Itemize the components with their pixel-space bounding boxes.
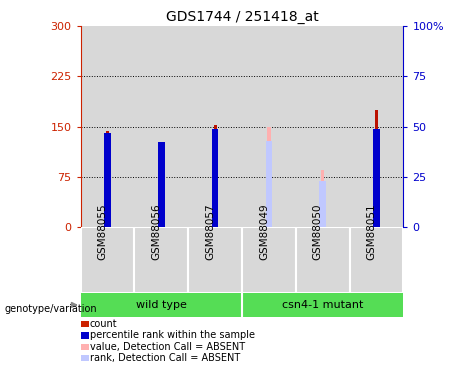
Text: GSM88049: GSM88049	[259, 204, 269, 260]
Bar	[81, 26, 135, 227]
FancyBboxPatch shape	[188, 227, 242, 292]
Bar	[242, 26, 296, 227]
Bar	[373, 129, 380, 227]
Bar	[296, 26, 349, 227]
FancyBboxPatch shape	[296, 227, 349, 292]
Text: rank, Detection Call = ABSENT: rank, Detection Call = ABSENT	[90, 353, 240, 363]
Bar	[375, 110, 378, 227]
Bar	[321, 170, 324, 227]
Text: GSM88056: GSM88056	[151, 204, 161, 260]
Text: csn4-1 mutant: csn4-1 mutant	[282, 300, 363, 310]
FancyBboxPatch shape	[81, 227, 135, 292]
FancyBboxPatch shape	[242, 227, 296, 292]
Bar	[349, 26, 403, 227]
Bar	[266, 141, 272, 227]
Text: percentile rank within the sample: percentile rank within the sample	[90, 330, 255, 340]
FancyBboxPatch shape	[81, 292, 403, 317]
Text: count: count	[90, 319, 118, 329]
Bar	[213, 124, 217, 227]
Bar	[319, 182, 326, 227]
Text: wild type: wild type	[136, 300, 187, 310]
Text: GSM88055: GSM88055	[98, 204, 107, 260]
Bar	[267, 127, 271, 227]
Text: genotype/variation: genotype/variation	[5, 304, 97, 313]
Text: GSM88057: GSM88057	[205, 204, 215, 260]
Bar	[188, 26, 242, 227]
Text: GSM88050: GSM88050	[313, 204, 323, 260]
Bar	[135, 26, 188, 227]
Bar	[212, 129, 219, 227]
Bar	[160, 147, 163, 227]
Bar	[106, 131, 109, 227]
Bar	[104, 133, 111, 227]
FancyBboxPatch shape	[349, 227, 403, 292]
Text: GSM88051: GSM88051	[366, 204, 377, 260]
Bar	[158, 142, 165, 227]
Title: GDS1744 / 251418_at: GDS1744 / 251418_at	[165, 10, 319, 24]
FancyBboxPatch shape	[135, 227, 188, 292]
Text: value, Detection Call = ABSENT: value, Detection Call = ABSENT	[90, 342, 245, 352]
